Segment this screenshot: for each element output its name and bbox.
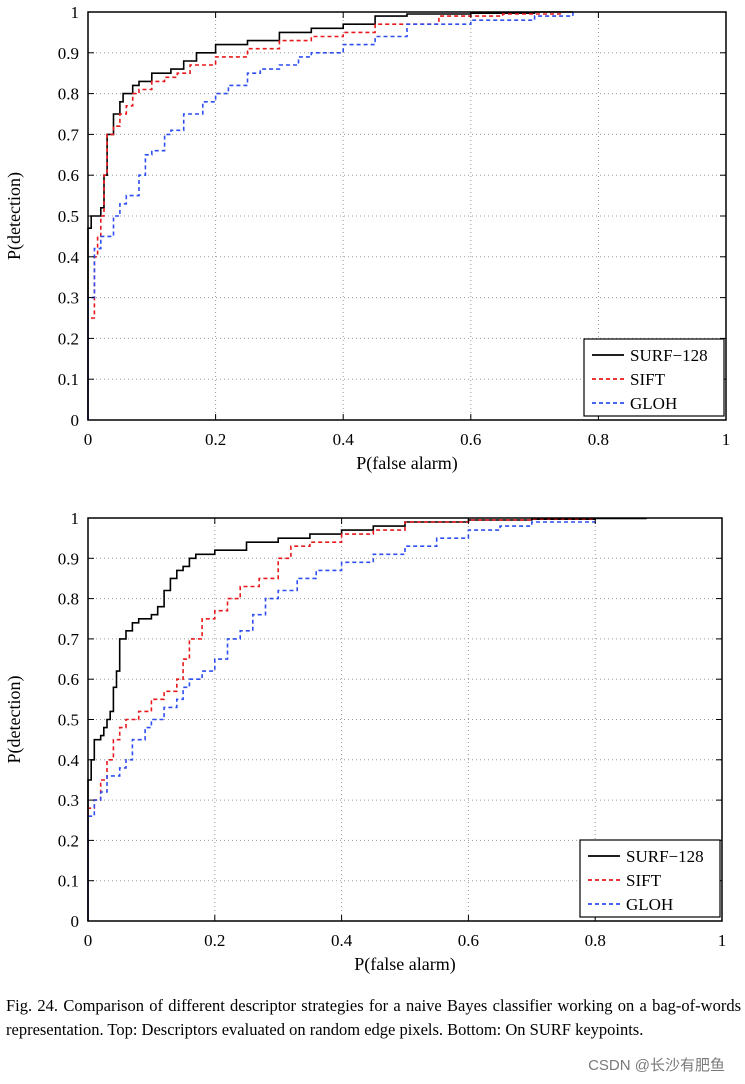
y-tick-label: 0.3 bbox=[58, 289, 79, 308]
y-tick-label: 0 bbox=[71, 411, 80, 430]
legend-label: SURF−128 bbox=[630, 346, 708, 365]
legend-label: GLOH bbox=[630, 394, 677, 413]
y-tick-label: 0.4 bbox=[58, 248, 80, 267]
y-tick-label: 0.8 bbox=[58, 85, 79, 104]
x-tick-label: 0 bbox=[84, 931, 93, 950]
y-tick-label: 0.7 bbox=[58, 125, 80, 144]
y-axis-label: P(detection) bbox=[4, 172, 25, 260]
y-tick-label: 1 bbox=[71, 509, 80, 528]
figure-caption: Fig. 24. Comparison of different descrip… bbox=[6, 994, 741, 1042]
legend: SURF−128 SIFT GLOH bbox=[583, 338, 725, 417]
y-tick-label: 0.7 bbox=[58, 630, 80, 649]
x-tick-label: 0.2 bbox=[205, 430, 226, 449]
series-line-gloh bbox=[87, 518, 596, 921]
y-tick-label: 0.6 bbox=[58, 166, 79, 185]
x-tick-label: 0.6 bbox=[458, 931, 479, 950]
y-tick-label: 0.9 bbox=[58, 44, 79, 63]
legend-label: SIFT bbox=[626, 871, 662, 890]
x-tick-label: 0.8 bbox=[588, 430, 609, 449]
caption-text: Fig. 24. Comparison of different descrip… bbox=[6, 996, 741, 1039]
y-tick-label: 0.2 bbox=[58, 329, 79, 348]
y-tick-label: 0 bbox=[71, 912, 80, 931]
x-tick-label: 0.6 bbox=[460, 430, 481, 449]
y-tick-label: 0.5 bbox=[58, 711, 79, 730]
y-tick-label: 0.3 bbox=[58, 791, 79, 810]
series-line-gloh bbox=[87, 12, 574, 420]
x-tick-label: 0 bbox=[84, 430, 93, 449]
x-tick-label: 1 bbox=[718, 931, 727, 950]
y-tick-label: 0.1 bbox=[58, 370, 79, 389]
x-tick-label: 0.8 bbox=[585, 931, 606, 950]
legend-label: GLOH bbox=[626, 895, 673, 914]
y-tick-label: 0.9 bbox=[58, 549, 79, 568]
x-axis-label: P(false alarm) bbox=[356, 453, 457, 474]
series-line-sift bbox=[87, 12, 561, 420]
y-tick-label: 0.1 bbox=[58, 872, 79, 891]
series-line-sift bbox=[87, 518, 596, 921]
legend-label: SIFT bbox=[630, 370, 666, 389]
y-tick-label: 0.2 bbox=[58, 831, 79, 850]
roc-chart-bottom: 0 0.2 0.4 0.6 0.8 1 0 0.1 0.2 0.3 0.4 0.5 0.6 0.7 0.8 0… bbox=[4, 509, 727, 975]
y-axis-label: P(detection) bbox=[4, 676, 25, 764]
y-tick-label: 0.5 bbox=[58, 207, 79, 226]
y-tick-label: 0.4 bbox=[58, 751, 80, 770]
roc-chart-top: 0 0.2 0.4 0.6 0.8 1 0 0.1 0.2 0.3 0.4 0.5 0.6 0.7 0.8 0… bbox=[4, 3, 731, 474]
y-tick-label: 0.8 bbox=[58, 590, 79, 609]
y-tick-label: 0.6 bbox=[58, 670, 79, 689]
x-tick-label: 0.4 bbox=[333, 430, 355, 449]
legend-label: SURF−128 bbox=[626, 847, 704, 866]
x-tick-label: 0.2 bbox=[204, 931, 225, 950]
x-axis-label: P(false alarm) bbox=[354, 954, 455, 975]
series-line-surf-128 bbox=[87, 517, 647, 921]
watermark-text: CSDN @长沙有肥鱼 bbox=[586, 1054, 727, 1075]
legend: SURF−128 SIFT GLOH bbox=[579, 839, 721, 918]
y-tick-label: 1 bbox=[71, 3, 80, 22]
x-tick-label: 1 bbox=[722, 430, 731, 449]
x-tick-label: 0.4 bbox=[331, 931, 353, 950]
legend-box bbox=[583, 338, 725, 417]
